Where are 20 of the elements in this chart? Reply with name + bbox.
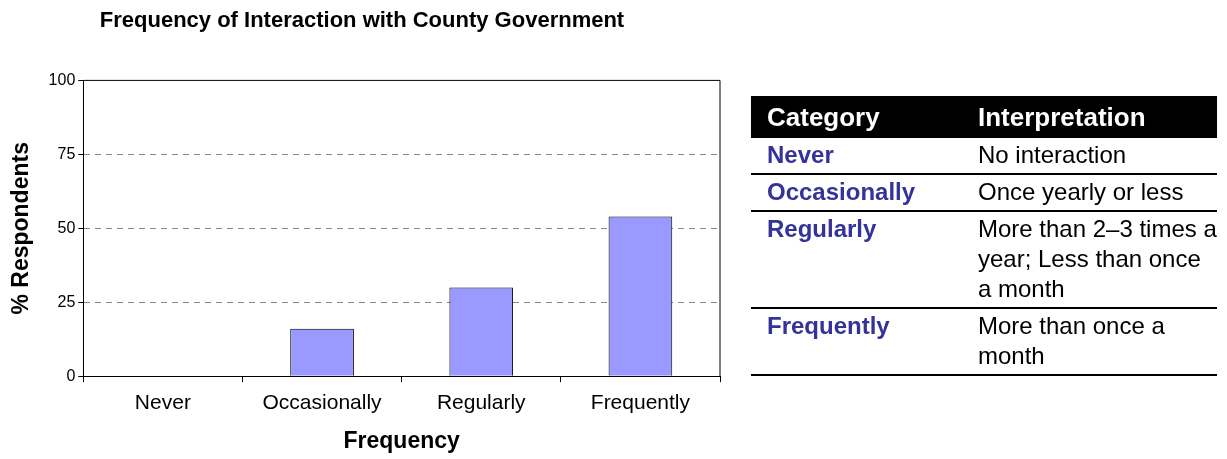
y-tick-label: 50 [57, 218, 76, 236]
x-axis-title: Frequency [343, 426, 461, 453]
x-tick-label: Never [134, 389, 191, 413]
x-tick-label: Regularly [436, 389, 527, 413]
y-tick-label: 100 [48, 70, 76, 88]
text: Regularly [766, 214, 878, 244]
text: More than once a month [978, 311, 1166, 371]
text: More than 2–3 times a year; Less than once a month [978, 214, 1217, 304]
y-tick-label: 75 [57, 144, 76, 162]
text: Never [766, 140, 835, 170]
x-tick-label: Frequently [590, 389, 691, 413]
x-tick-label: Occasionally [262, 389, 383, 413]
text: Frequently [766, 311, 891, 341]
y-tick-label: 0 [66, 366, 76, 384]
text: No interaction [978, 140, 1128, 170]
text: Occasionally [766, 177, 917, 207]
y-tick-label: 25 [57, 292, 76, 310]
y-axis-title: % Respondents [7, 142, 34, 315]
text: Once yearly or less [978, 177, 1185, 207]
chart-title: Frequency of Interaction with County Government [99, 7, 625, 33]
